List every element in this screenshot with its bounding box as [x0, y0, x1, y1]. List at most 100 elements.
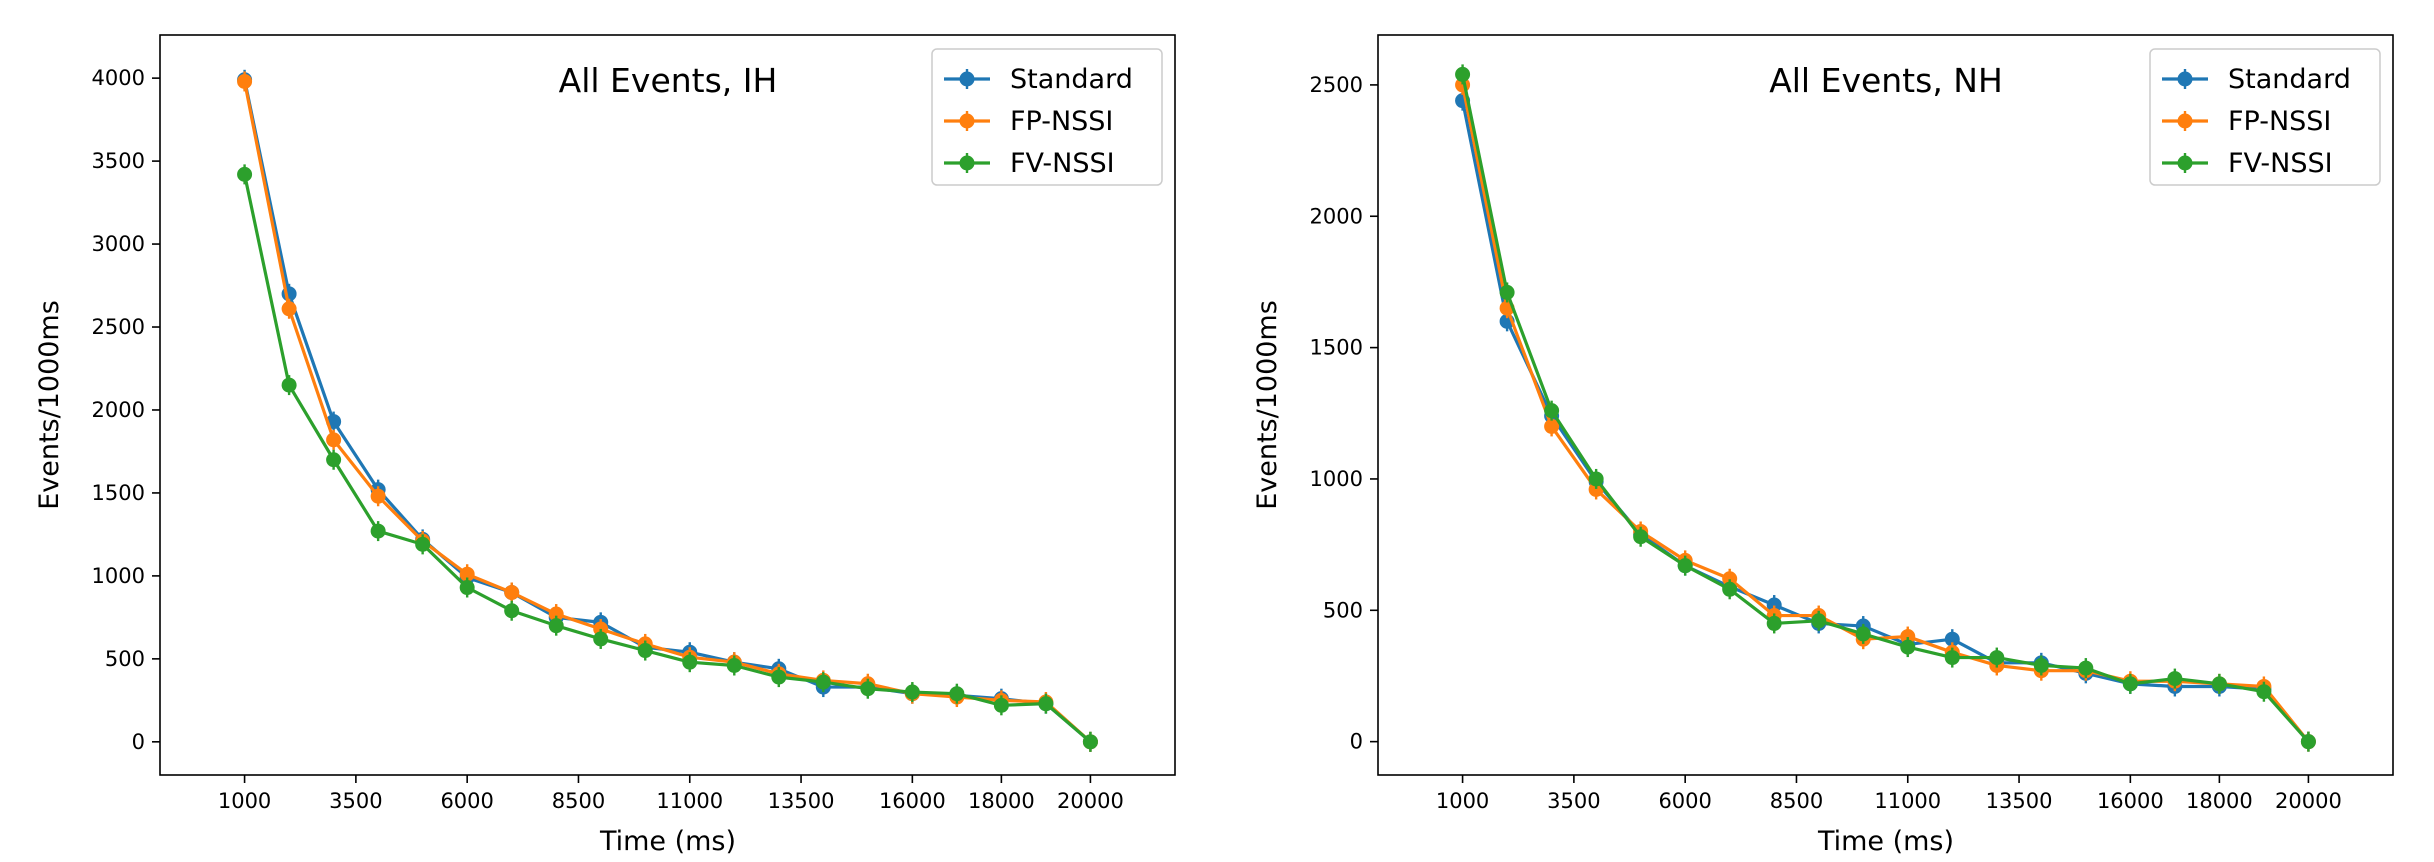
data-point — [1544, 418, 1560, 434]
y-tick-label: 1500 — [92, 481, 145, 505]
data-point — [1082, 734, 1098, 750]
x-tick-label: 6000 — [1658, 789, 1711, 813]
x-tick-label: 1000 — [1436, 789, 1489, 813]
data-point — [370, 488, 386, 504]
data-point — [682, 654, 698, 670]
x-tick-label: 8500 — [552, 789, 605, 813]
y-tick-label: 4000 — [92, 66, 145, 90]
x-tick-label: 8500 — [1770, 789, 1823, 813]
x-tick-label: 16000 — [879, 789, 946, 813]
data-point — [1588, 471, 1604, 487]
x-axis-ticks: 1000 3500 6000 8500 11000 13500 16000 18000 2000… — [1436, 775, 2342, 813]
y-tick-label: 3000 — [92, 232, 145, 256]
y-tick-label: 1000 — [1310, 467, 1363, 491]
x-tick-label: 3500 — [329, 789, 382, 813]
y-tick-label: 500 — [1323, 598, 1363, 622]
data-point — [1766, 615, 1782, 631]
data-point — [459, 580, 475, 596]
x-axis-label: Time (ms) — [1817, 826, 1954, 857]
data-point — [1989, 650, 2005, 666]
y-tick-label: 2500 — [1310, 73, 1363, 97]
y-axis-ticks: 0 500 1000 1500 2000 2500 3000 3500 4000 — [92, 66, 160, 754]
data-point — [771, 669, 787, 685]
x-tick-label: 13500 — [1986, 789, 2053, 813]
series-fv-nssi — [1455, 64, 2316, 752]
data-point — [326, 432, 342, 448]
data-point — [459, 566, 475, 582]
data-point — [281, 377, 297, 393]
legend-marker — [2177, 155, 2193, 171]
x-tick-label: 11000 — [1874, 789, 1941, 813]
legend-entry: Standard — [944, 64, 1133, 95]
plot-frame — [1377, 34, 2394, 776]
data-point — [1633, 529, 1649, 545]
legend-entry: FP-NSSI — [2162, 106, 2331, 137]
series-layer — [1455, 64, 2316, 752]
y-tick-label: 2500 — [92, 315, 145, 339]
data-point — [1499, 284, 1515, 300]
data-point — [415, 536, 431, 552]
x-tick-label: 11000 — [656, 789, 723, 813]
data-point — [2256, 684, 2272, 700]
legend-marker — [959, 71, 975, 87]
y-tick-label: 3500 — [92, 149, 145, 173]
y-tick-label: 0 — [1350, 730, 1363, 754]
data-point — [2300, 734, 2316, 750]
x-tick-label: 20000 — [2275, 789, 2342, 813]
legend-label: FP-NSSI — [2228, 106, 2331, 137]
legend: Standard FP-NSSI FV-NSSI — [931, 48, 1163, 186]
data-point — [1722, 571, 1738, 587]
series-fv-nssi — [237, 164, 1098, 752]
chart-panel-nh: 1000 3500 6000 8500 11000 13500 16000 18000 2000… — [1252, 34, 2394, 857]
plot-frame — [159, 34, 1176, 776]
data-point — [237, 166, 253, 182]
data-point — [637, 643, 653, 659]
data-point — [726, 657, 742, 673]
data-point — [815, 674, 831, 690]
data-point — [1677, 558, 1693, 574]
data-point — [1944, 650, 1960, 666]
x-axis-ticks: 1000 3500 6000 8500 11000 13500 16000 18000 2000… — [218, 775, 1124, 813]
legend-entry: FP-NSSI — [944, 106, 1113, 137]
x-axis-label: Time (ms) — [599, 826, 736, 857]
data-point — [993, 697, 1009, 713]
x-tick-label: 20000 — [1057, 789, 1124, 813]
legend-frame — [2149, 48, 2381, 186]
legend-marker — [2177, 71, 2193, 87]
legend-entry: FV-NSSI — [944, 148, 1115, 179]
data-point — [237, 73, 253, 89]
chart-title: All Events, IH — [559, 61, 778, 100]
data-point — [1811, 613, 1827, 629]
legend-entry: FV-NSSI — [2162, 148, 2333, 179]
y-tick-label: 1000 — [92, 564, 145, 588]
legend-marker — [959, 155, 975, 171]
series-layer — [237, 69, 1098, 752]
x-tick-label: 6000 — [440, 789, 493, 813]
x-tick-label: 16000 — [2097, 789, 2164, 813]
y-tick-label: 500 — [105, 647, 145, 671]
legend-label: Standard — [2228, 64, 2351, 95]
data-point — [1722, 581, 1738, 597]
y-tick-label: 1500 — [1310, 336, 1363, 360]
x-tick-label: 1000 — [218, 789, 271, 813]
data-point — [1038, 696, 1054, 712]
data-point — [1855, 626, 1871, 642]
data-point — [1900, 629, 1916, 645]
data-point — [2033, 657, 2049, 673]
legend-label: FV-NSSI — [2228, 148, 2333, 179]
x-tick-label: 18000 — [2186, 789, 2253, 813]
chart-title: All Events, NH — [1769, 61, 2003, 100]
data-point — [504, 603, 520, 619]
x-tick-label: 3500 — [1547, 789, 1600, 813]
data-point — [548, 618, 564, 634]
data-point — [593, 631, 609, 647]
data-point — [1900, 639, 1916, 655]
legend-label: FP-NSSI — [1010, 106, 1113, 137]
data-point — [281, 301, 297, 317]
legend-marker — [959, 113, 975, 129]
data-point — [2078, 660, 2094, 676]
y-tick-label: 2000 — [92, 398, 145, 422]
data-point — [2167, 671, 2183, 687]
legend-label: FV-NSSI — [1010, 148, 1115, 179]
data-point — [548, 606, 564, 622]
